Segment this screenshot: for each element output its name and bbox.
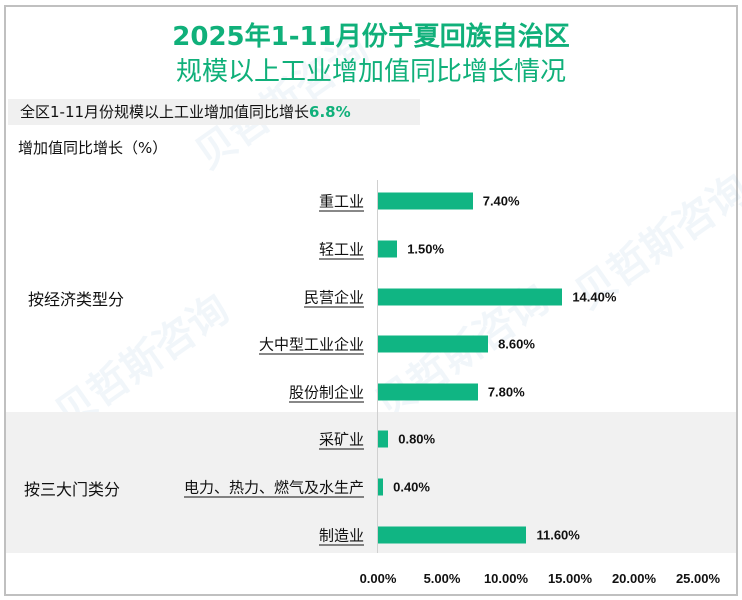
value-label: 7.80%	[487, 384, 525, 400]
summary-text: 全区1-11月份规模以上工业增加值同比增长	[20, 103, 310, 121]
chart-title-line2: 规模以上工业增加值同比增长情况	[175, 57, 566, 87]
bar	[378, 240, 398, 258]
category-label-text: 采矿业	[318, 430, 364, 450]
summary-highlight: 6.8%	[309, 103, 351, 121]
bar	[378, 526, 527, 544]
bar	[378, 478, 384, 496]
group-band	[6, 412, 736, 553]
chart-title-line1: 2025年1-11月份宁夏回族自治区	[172, 22, 570, 52]
category-label: 大中型工业企业	[258, 334, 364, 355]
category-label: 民营企业	[303, 287, 364, 308]
category-label-text: 民营企业	[303, 288, 364, 308]
x-tick-label: 10.00%	[483, 571, 529, 586]
category-label-text: 大中型工业企业	[258, 335, 364, 355]
category-label-text: 制造业	[318, 526, 364, 546]
category-label: 股份制企业	[288, 382, 364, 403]
y-axis-label: 增加值同比增长（%）	[18, 139, 168, 157]
group-label-economic-type: 按经济类型分	[28, 290, 125, 309]
category-label: 轻工业	[318, 239, 364, 260]
x-tick-label: 5.00%	[423, 571, 461, 586]
value-label: 8.60%	[498, 336, 535, 352]
x-tick-label: 15.00%	[547, 571, 593, 586]
value-label: 0.80%	[398, 431, 436, 447]
value-label: 11.60%	[536, 527, 580, 543]
summary-banner: 全区1-11月份规模以上工业增加值同比增长6.8%	[8, 99, 420, 125]
category-label-text: 重工业	[318, 192, 364, 212]
category-label: 重工业	[318, 191, 364, 212]
bar	[378, 288, 563, 306]
x-tick-label: 25.00%	[675, 571, 721, 586]
category-label: 电力、热力、燃气及水生产	[183, 477, 364, 498]
value-label: 7.40%	[482, 193, 520, 209]
category-label-text: 股份制企业	[288, 383, 364, 403]
group-label-three-sectors: 按三大门类分	[24, 480, 121, 499]
bar	[378, 335, 489, 353]
x-tick-label: 0.00%	[359, 571, 397, 586]
category-label: 采矿业	[318, 429, 364, 450]
category-label-text: 电力、热力、燃气及水生产	[183, 478, 364, 498]
category-label-text: 轻工业	[318, 240, 364, 260]
category-label: 制造业	[318, 525, 364, 546]
bar	[378, 192, 473, 210]
category-axis-line	[377, 180, 378, 553]
bar	[378, 383, 478, 401]
value-label: 14.40%	[572, 289, 617, 305]
x-tick-label: 20.00%	[611, 571, 657, 586]
bar	[378, 430, 389, 448]
value-label: 1.50%	[407, 241, 445, 257]
value-label: 0.40%	[393, 479, 430, 495]
